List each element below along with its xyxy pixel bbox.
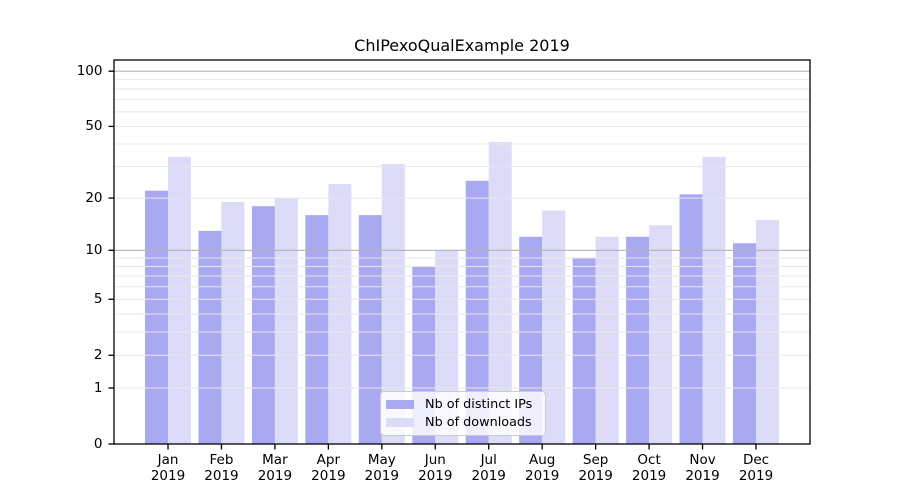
- legend-swatch-distinct-ips: [386, 399, 414, 410]
- bar-jul-downloads: [488, 142, 512, 445]
- ytick-label: 100: [76, 63, 103, 80]
- bar-nov-distinct-ips: [679, 194, 703, 444]
- ytick-label: 1: [93, 380, 103, 396]
- xtick-label: Mar 2019: [257, 452, 293, 484]
- bar-feb-distinct-ips: [198, 230, 222, 444]
- xtick-label: Sep 2019: [578, 452, 613, 484]
- bar-nov-downloads: [702, 156, 726, 444]
- bar-feb-downloads: [221, 202, 245, 444]
- xtick-label: Jun 2019: [418, 452, 453, 484]
- bar-sep-distinct-ips: [572, 258, 596, 444]
- bar-mar-downloads: [274, 198, 298, 444]
- legend-item-distinct-ips: Nb of distinct IPs: [386, 397, 539, 412]
- xtick-label: Oct 2019: [631, 452, 667, 484]
- bar-jan-downloads: [168, 156, 191, 444]
- xtick-label: Nov 2019: [685, 452, 720, 484]
- legend: Nb of distinct IPs Nb of downloads: [380, 391, 546, 436]
- xtick-label: Jan 2019: [150, 452, 186, 484]
- bar-may-downloads: [381, 164, 405, 444]
- bar-oct-downloads: [649, 225, 673, 444]
- legend-swatch-downloads: [386, 417, 414, 428]
- ytick-label: 50: [85, 118, 103, 135]
- xtick-label: Apr 2019: [311, 452, 346, 484]
- xtick-label: Aug 2019: [524, 452, 560, 484]
- bar-apr-distinct-ips: [305, 215, 329, 444]
- bar-sep-downloads: [595, 236, 619, 444]
- legend-label-distinct-ips: Nb of distinct IPs: [425, 397, 533, 412]
- bar-jan-distinct-ips: [145, 190, 168, 444]
- bar-aug-downloads: [542, 210, 566, 444]
- xtick-label: Dec 2019: [738, 452, 774, 484]
- ytick-label: 5: [93, 291, 103, 308]
- legend-label-downloads: Nb of downloads: [425, 415, 532, 430]
- ytick-label: 10: [85, 242, 103, 259]
- chart-title: ChIPexoQualExample 2019: [354, 36, 570, 55]
- ytick-label: 2: [93, 347, 103, 364]
- plot-frame: [113, 59, 811, 445]
- xtick-label: Feb 2019: [204, 452, 239, 484]
- xtick-label: Jul 2019: [471, 452, 506, 484]
- bar-may-distinct-ips: [358, 215, 382, 444]
- xtick-label: May 2019: [364, 452, 399, 484]
- bar-jul-distinct-ips: [465, 180, 489, 445]
- ytick-label: 20: [85, 190, 103, 207]
- ytick-label: 0: [93, 436, 103, 452]
- legend-item-downloads: Nb of downloads: [386, 415, 539, 430]
- bar-mar-distinct-ips: [251, 206, 275, 444]
- bar-oct-distinct-ips: [626, 236, 650, 444]
- bar-dec-distinct-ips: [733, 243, 756, 444]
